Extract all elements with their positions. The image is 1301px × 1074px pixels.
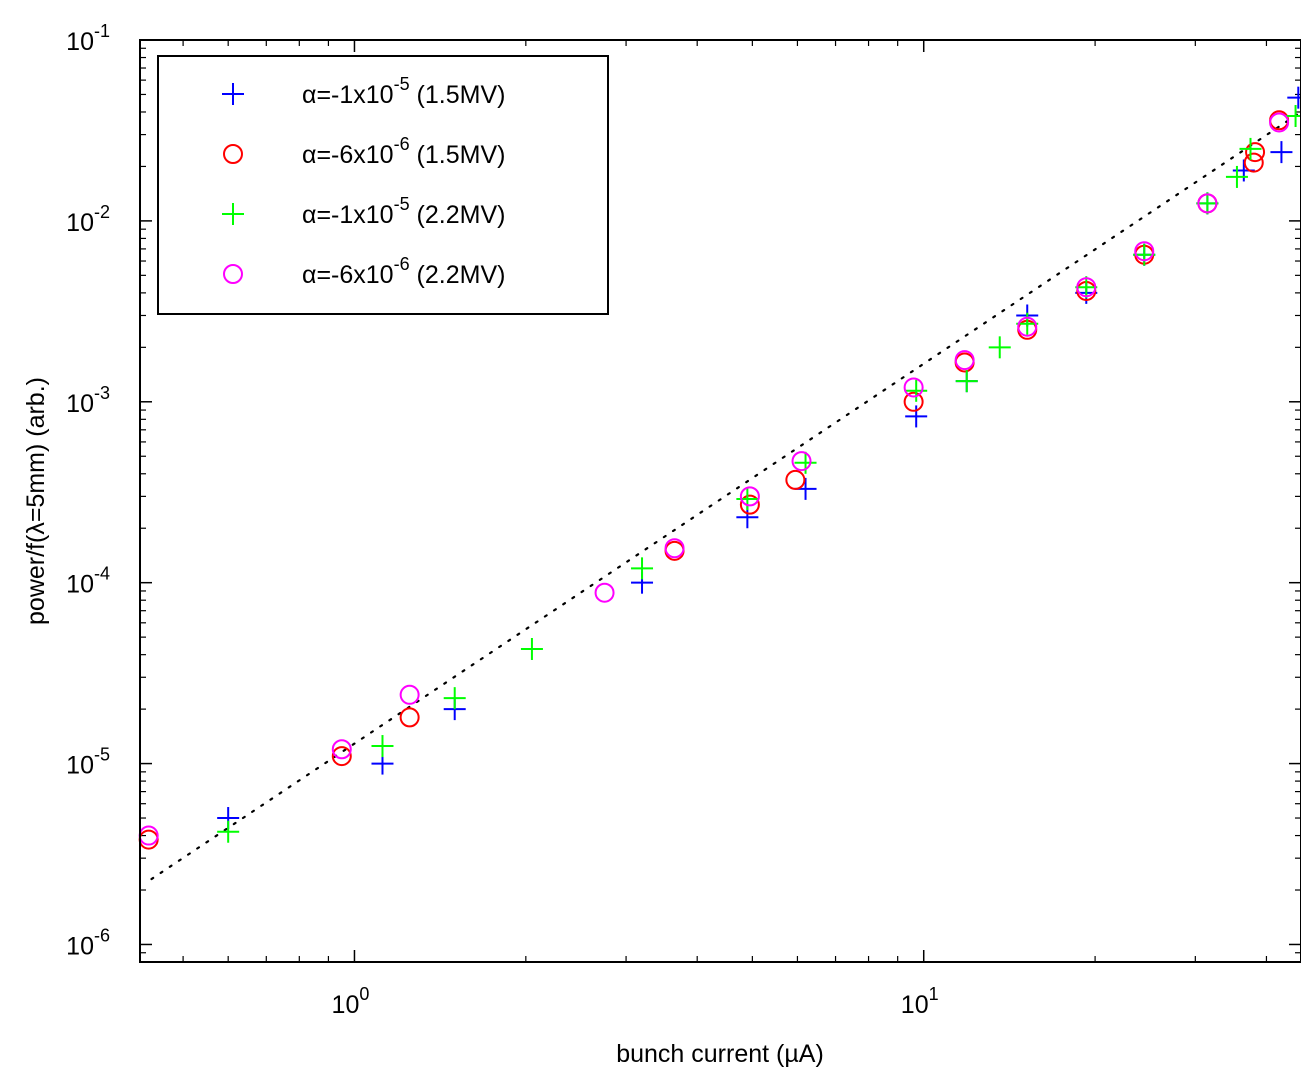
data-point <box>1239 137 1262 160</box>
data-point <box>664 538 685 559</box>
legend-exponent: -5 <box>394 74 410 94</box>
data-point <box>1076 277 1097 298</box>
legend-entry-label: α=-6x10-6 (2.2MV) <box>302 254 505 289</box>
data-point <box>1197 193 1218 214</box>
legend-suffix: (1.5MV) <box>410 141 506 169</box>
legend-entry-label: α=-1x10-5 (1.5MV) <box>302 74 505 109</box>
data-point <box>954 350 975 371</box>
data-point <box>955 370 978 393</box>
legend-text: α=-6x10 <box>302 141 394 169</box>
y-tick-exponent: -3 <box>94 383 110 403</box>
data-point <box>1017 316 1038 337</box>
data-points <box>138 86 1301 850</box>
y-tick-label: 10-3 <box>66 383 110 418</box>
legend-text: α=-1x10 <box>302 201 394 229</box>
data-point <box>739 486 760 507</box>
y-tick-exponent: -1 <box>94 21 110 41</box>
data-point <box>739 494 760 515</box>
fit-line <box>150 110 1301 881</box>
y-tick-base: 10 <box>66 571 94 599</box>
x-axis-label: bunch current (µA) <box>616 1040 824 1068</box>
data-point <box>331 746 352 767</box>
y-tick-label: 10-2 <box>66 202 110 237</box>
data-point <box>1243 152 1264 173</box>
x-tick-base: 10 <box>901 991 929 1019</box>
data-point <box>903 377 924 398</box>
y-tick-label: 10-1 <box>66 21 110 56</box>
data-point <box>1245 142 1266 163</box>
y-tick-exponent: -2 <box>94 202 110 222</box>
y-tick-label: 10-6 <box>66 925 110 960</box>
legend-exponent: -6 <box>394 254 410 274</box>
data-point <box>785 469 806 490</box>
y-tick-base: 10 <box>66 752 94 780</box>
legend-marker <box>223 264 243 284</box>
legend-suffix: (2.2MV) <box>410 201 506 229</box>
data-point <box>371 735 394 758</box>
legend-marker <box>223 144 243 164</box>
data-point <box>631 557 654 580</box>
legend-suffix: (2.2MV) <box>410 261 506 289</box>
data-point <box>1075 276 1098 299</box>
legend-exponent: -5 <box>394 194 410 214</box>
legend-text: α=-1x10 <box>302 81 394 109</box>
data-point <box>736 488 759 511</box>
y-tick-label: 10-5 <box>66 745 110 780</box>
data-point <box>1269 112 1290 133</box>
x-tick-base: 10 <box>332 991 360 1019</box>
data-point <box>1270 141 1293 164</box>
y-tick-exponent: -4 <box>94 564 110 584</box>
y-tick-exponent: -5 <box>94 745 110 765</box>
data-point <box>903 391 924 412</box>
data-point <box>1225 165 1248 188</box>
y-tick-base: 10 <box>66 28 94 56</box>
y-tick-label: 10-4 <box>66 564 110 599</box>
series-4 <box>138 112 1290 846</box>
data-point <box>520 637 543 660</box>
y-tick-base: 10 <box>66 209 94 237</box>
x-tick-exponent: 1 <box>929 984 939 1004</box>
data-point <box>331 739 352 760</box>
data-point <box>217 820 240 843</box>
legend-exponent: -6 <box>394 134 410 154</box>
legend-marker <box>222 203 244 225</box>
y-axis-label: power/f(λ=5mm) (arb.) <box>22 377 50 625</box>
data-point <box>905 379 928 402</box>
data-point <box>399 707 420 728</box>
data-point <box>791 451 812 472</box>
data-point <box>594 582 615 603</box>
data-point <box>1196 192 1219 215</box>
data-point <box>1016 312 1039 335</box>
legend: α=-1x10-5 (1.5MV)α=-6x10-6 (1.5MV)α=-1x1… <box>157 55 609 315</box>
data-point <box>1284 105 1301 128</box>
data-point <box>443 687 466 710</box>
y-tick-exponent: -6 <box>94 925 110 945</box>
fit-line-layer <box>150 110 1301 881</box>
plot-frame <box>139 39 1301 963</box>
data-point <box>1287 86 1301 109</box>
legend-suffix: (1.5MV) <box>410 81 506 109</box>
data-point <box>988 336 1011 359</box>
legend-entry-label: α=-1x10-5 (2.2MV) <box>302 194 505 229</box>
x-tick-label: 100 <box>332 984 370 1019</box>
data-point <box>1134 241 1155 262</box>
x-tick-label: 101 <box>901 984 939 1019</box>
series-3 <box>217 105 1301 843</box>
legend-text: α=-6x10 <box>302 261 394 289</box>
y-tick-base: 10 <box>66 390 94 418</box>
legend-marker <box>222 83 244 105</box>
x-tick-exponent: 0 <box>359 984 369 1004</box>
data-point <box>399 684 420 705</box>
legend-entry-label: α=-6x10-6 (1.5MV) <box>302 134 505 169</box>
data-point <box>905 405 928 428</box>
y-tick-base: 10 <box>66 932 94 960</box>
